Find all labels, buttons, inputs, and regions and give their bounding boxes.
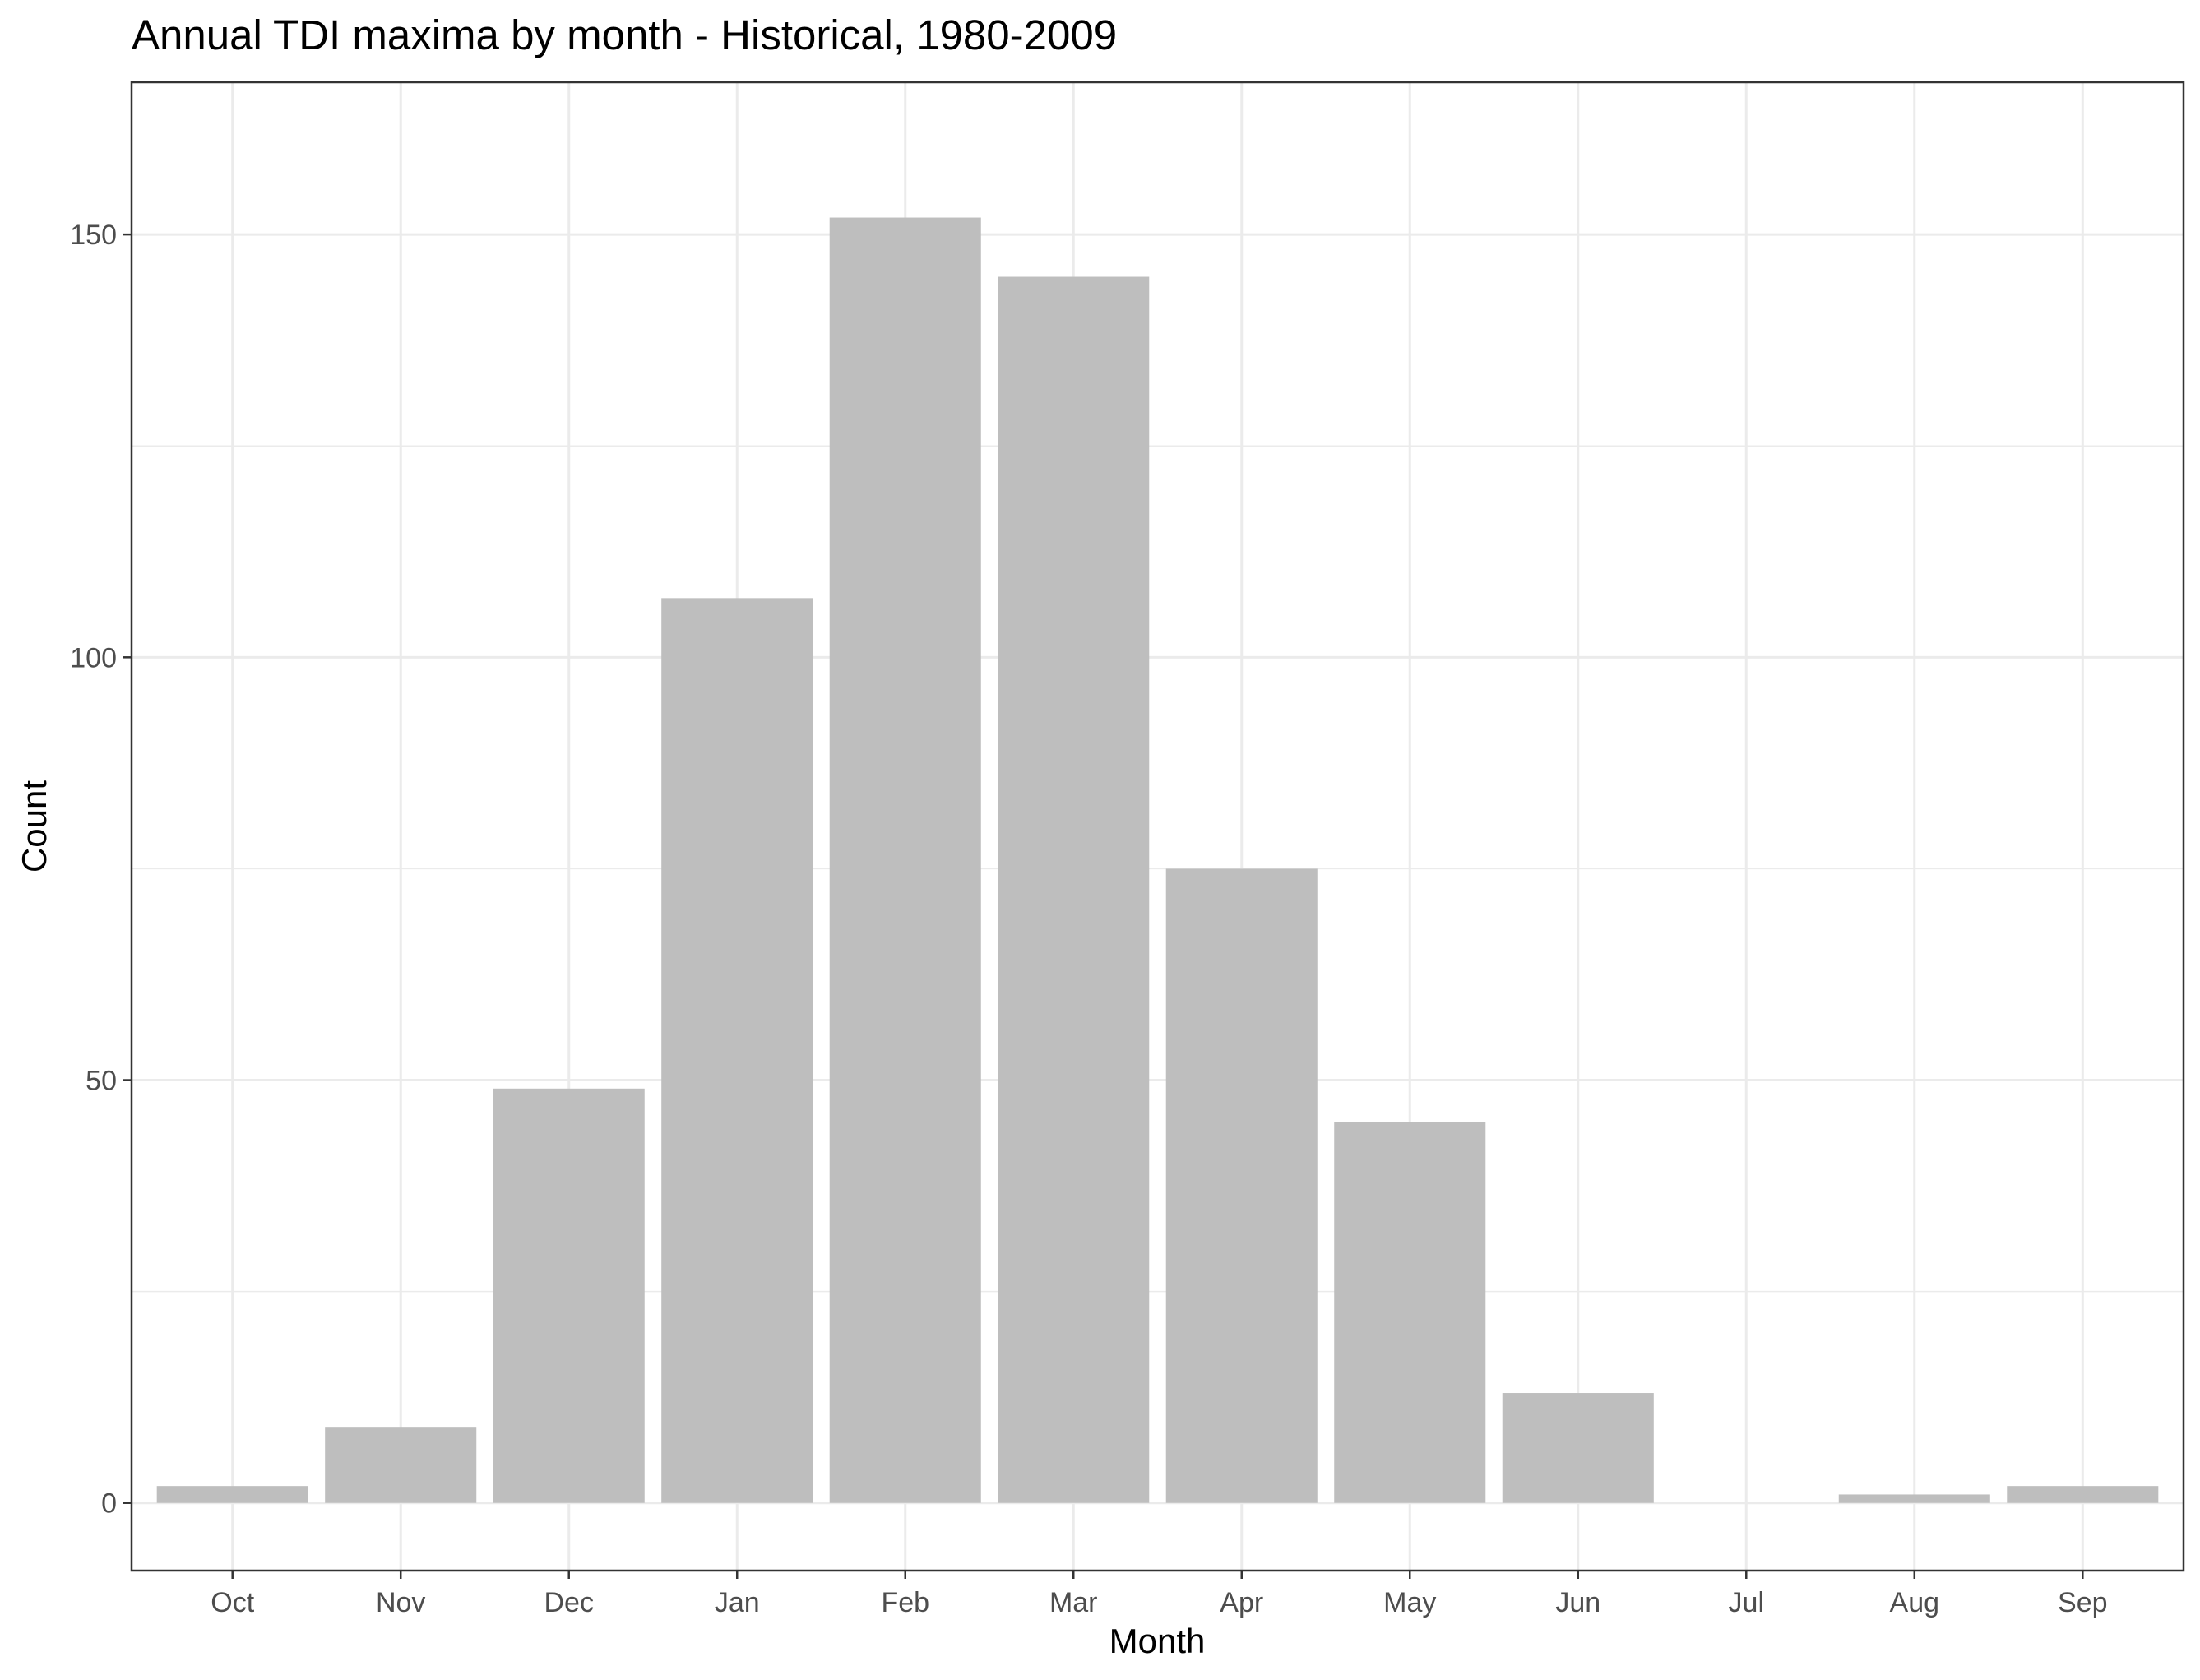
- bar-nov: [325, 1427, 477, 1503]
- bar-jun: [1502, 1393, 1654, 1503]
- bar-dec: [493, 1088, 645, 1503]
- x-tick-label: Mar: [1049, 1587, 1098, 1618]
- x-tick-label: May: [1383, 1587, 1436, 1618]
- x-tick-label: Sep: [2058, 1587, 2108, 1618]
- bar-sep: [2007, 1486, 2159, 1503]
- x-tick-label: Jul: [1729, 1587, 1764, 1618]
- bar-oct: [156, 1486, 308, 1503]
- y-tick-label: 150: [70, 220, 117, 251]
- bar-may: [1334, 1122, 1486, 1503]
- bars: [156, 217, 2159, 1503]
- x-axis: Oct Nov Dec Jan Feb Mar Apr May Jun Jul Aug Sep: [211, 1571, 2108, 1618]
- chart-title: Annual TDI maxima by month - Historical,…: [132, 12, 1117, 58]
- bar-jan: [661, 598, 813, 1503]
- y-axis-title: Count: [15, 780, 53, 872]
- y-tick-label: 50: [86, 1066, 117, 1097]
- y-axis: 0 50 100 150: [70, 220, 132, 1520]
- x-tick-label: Dec: [544, 1587, 593, 1618]
- x-axis-title: Month: [1109, 1622, 1206, 1660]
- bar-mar: [998, 276, 1150, 1503]
- minor-gridlines: [132, 445, 2184, 1293]
- bar-apr: [1165, 868, 1318, 1503]
- x-tick-label: Aug: [1890, 1587, 1940, 1618]
- y-tick-label: 0: [101, 1488, 117, 1520]
- bar-feb: [829, 217, 981, 1503]
- x-tick-label: Jun: [1555, 1587, 1600, 1618]
- x-tick-label: Oct: [211, 1587, 254, 1618]
- x-tick-label: Nov: [376, 1587, 425, 1618]
- y-tick-label: 100: [70, 642, 117, 673]
- x-tick-label: Jan: [715, 1587, 760, 1618]
- x-tick-label: Apr: [1220, 1587, 1263, 1618]
- major-gridlines: [132, 82, 2184, 1571]
- bar-aug: [1838, 1494, 1990, 1503]
- x-tick-label: Feb: [881, 1587, 929, 1618]
- panel-border: [130, 81, 2185, 1572]
